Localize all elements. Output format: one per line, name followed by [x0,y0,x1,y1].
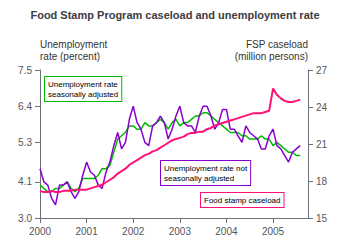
svg-text:15: 15 [316,213,328,224]
svg-text:3.0: 3.0 [18,213,32,224]
svg-text:seasonally adjusted: seasonally adjusted [48,90,118,99]
svg-text:6.4: 6.4 [18,101,32,112]
svg-text:Unemployment rate: Unemployment rate [48,80,118,89]
svg-text:2005: 2005 [262,226,285,237]
svg-text:(million persons): (million persons) [235,51,308,62]
svg-text:Unemployment: Unemployment [40,39,107,50]
svg-text:2003: 2003 [169,226,192,237]
svg-text:Food Stamp Program caseload an: Food Stamp Program caseload and unemploy… [30,9,319,21]
svg-text:27: 27 [316,65,328,76]
svg-text:2001: 2001 [75,226,98,237]
svg-text:rate (percent): rate (percent) [40,51,100,62]
svg-text:Food stamp caseload: Food stamp caseload [204,196,281,205]
svg-text:18: 18 [316,176,328,187]
svg-text:Unemployment rate not: Unemployment rate not [164,164,248,173]
svg-text:21: 21 [316,139,328,150]
svg-text:seasonally adjusted: seasonally adjusted [164,174,234,183]
svg-text:4.1: 4.1 [18,176,32,187]
svg-text:7.5: 7.5 [18,65,32,76]
svg-text:5.3: 5.3 [18,137,32,148]
svg-text:2004: 2004 [215,226,238,237]
svg-text:2000: 2000 [29,226,52,237]
svg-text:FSP caseload: FSP caseload [246,39,308,50]
svg-text:2002: 2002 [122,226,145,237]
svg-text:24: 24 [316,102,328,113]
